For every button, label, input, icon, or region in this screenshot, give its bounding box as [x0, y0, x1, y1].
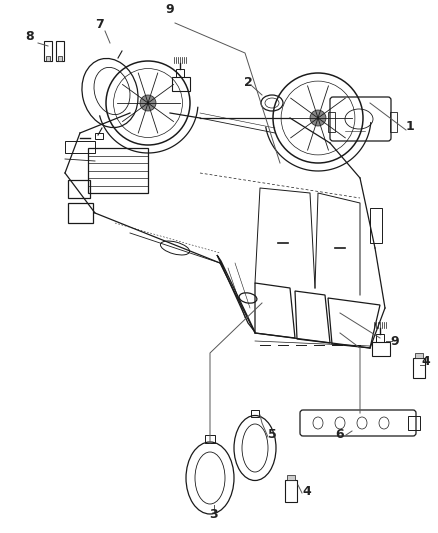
Text: 8: 8 [26, 30, 34, 43]
Bar [390, 112, 397, 132]
Bar [46, 56, 50, 61]
Text: 1: 1 [406, 120, 414, 133]
Bar [370, 208, 382, 243]
Circle shape [310, 110, 326, 126]
Text: 6: 6 [336, 428, 344, 441]
Text: 9: 9 [166, 3, 174, 16]
Bar [95, 133, 103, 139]
Bar [65, 141, 95, 153]
Text: 9: 9 [391, 335, 399, 348]
Text: 2: 2 [244, 76, 252, 89]
Bar [328, 112, 335, 132]
Bar [176, 69, 184, 77]
Bar [68, 180, 90, 198]
Bar [68, 203, 93, 223]
Bar [56, 41, 64, 61]
Bar [251, 410, 259, 417]
Bar [376, 334, 384, 342]
Bar [372, 342, 390, 356]
Bar [413, 358, 425, 378]
Text: 7: 7 [95, 18, 104, 31]
Bar [415, 353, 423, 358]
Bar [58, 56, 62, 61]
Bar [285, 480, 297, 502]
Bar [287, 475, 295, 480]
Text: 4: 4 [422, 355, 431, 368]
Bar [88, 148, 148, 193]
Bar [205, 435, 215, 443]
Text: 4: 4 [303, 485, 311, 498]
Bar [44, 41, 52, 61]
Bar [172, 77, 190, 91]
Text: 5: 5 [268, 428, 276, 441]
Text: 3: 3 [210, 508, 218, 521]
Circle shape [140, 95, 156, 111]
Bar [408, 416, 420, 430]
